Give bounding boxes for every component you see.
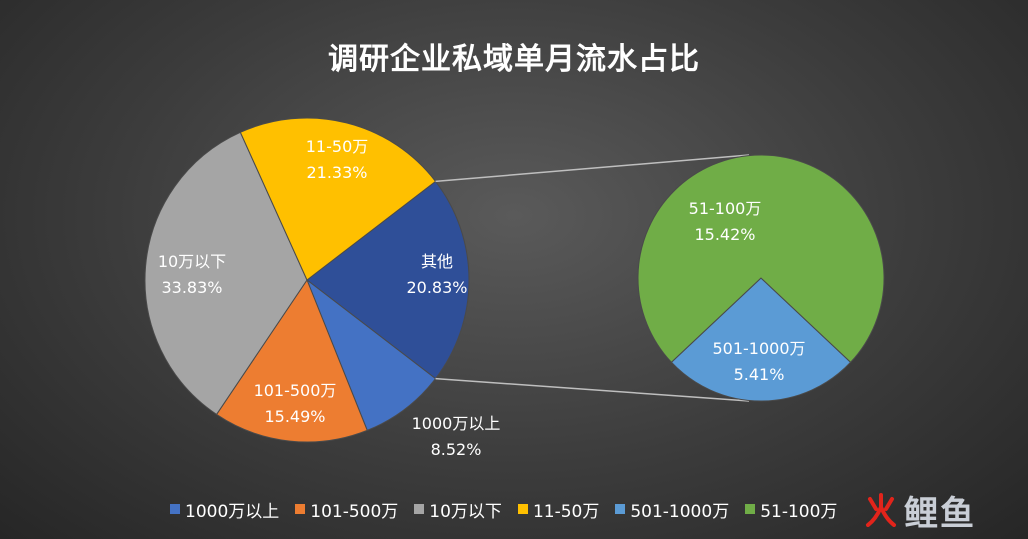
main-category-label: 1000万以上 — [412, 414, 501, 433]
legend-label: 501-1000万 — [630, 501, 730, 522]
main-label-2: 1000万以上 8.52% — [412, 414, 501, 459]
main-label-4: 10万以下 33.83% — [158, 252, 226, 297]
secondary-pie-slice-1 — [670, 277, 852, 402]
legend-item-2: 101-500万 — [295, 497, 398, 522]
legend-label: 101-500万 — [310, 501, 399, 522]
watermark-text: 鲤鱼 — [904, 493, 976, 534]
secondary-pie-slice-2 — [637, 154, 885, 363]
legend-item-5: 501-1000万 — [615, 497, 729, 522]
main-label-3: 101-500万 15.49% — [254, 381, 337, 426]
legend-label: 11-50万 — [532, 501, 600, 522]
main-percent-label: 33.83% — [161, 278, 222, 297]
secondary-label-2: 51-100万 15.42% — [689, 199, 762, 244]
secondary-category-label: 501-1000万 — [712, 339, 805, 358]
legend-item-6: 51-100万 — [745, 497, 837, 522]
legend-item-4: 11-50万 — [517, 497, 600, 522]
main-category-label: 101-500万 — [254, 381, 337, 400]
main-category-label: 10万以下 — [158, 252, 226, 271]
main-percent-label: 20.83% — [406, 278, 467, 297]
chart-legend: 1000万以上 101-500万 10万以下 11-50万 501-1000万 51-10… — [170, 496, 837, 522]
legend-label: 10万以下 — [429, 501, 502, 522]
main-pie-slice-1 — [306, 180, 470, 380]
secondary-percent-label: 5.41% — [734, 365, 785, 384]
legend-swatch — [517, 504, 528, 514]
main-pie-slice-3 — [215, 278, 368, 443]
connector-line-bottom — [435, 377, 750, 402]
legend-swatch — [170, 504, 180, 514]
watermark-logo: 鲤鱼 — [864, 490, 976, 534]
secondary-label-1: 501-1000万 5.41% — [712, 339, 805, 384]
main-percent-label: 15.49% — [264, 407, 325, 426]
main-category-label: 其他 — [421, 252, 453, 271]
legend-swatch — [414, 504, 425, 514]
chart-title: 调研企业私域单月流水占比 — [328, 42, 700, 77]
main-percent-label: 8.52% — [431, 440, 482, 459]
legend-swatch — [615, 504, 626, 514]
main-pie-slice-2 — [305, 278, 437, 432]
main-category-label: 11-50万 — [306, 137, 369, 156]
main-percent-label: 21.33% — [306, 163, 367, 182]
legend-item-3: 10万以下 — [414, 497, 502, 522]
legend-label: 51-100万 — [760, 501, 838, 522]
legend-item-1: 1000万以上 — [170, 497, 279, 522]
fire-icon — [866, 493, 896, 527]
main-pie-slice-4 — [144, 131, 308, 416]
main-label-5: 11-50万 21.33% — [306, 137, 369, 182]
legend-label: 1000万以上 — [185, 501, 280, 522]
secondary-category-label: 51-100万 — [689, 199, 762, 218]
main-label-1: 其他 20.83% — [406, 252, 467, 297]
legend-swatch — [745, 504, 756, 514]
legend-swatch — [295, 504, 306, 514]
connector-line-top — [435, 154, 750, 183]
main-pie-slice-5 — [239, 117, 437, 281]
secondary-percent-label: 15.42% — [694, 225, 755, 244]
